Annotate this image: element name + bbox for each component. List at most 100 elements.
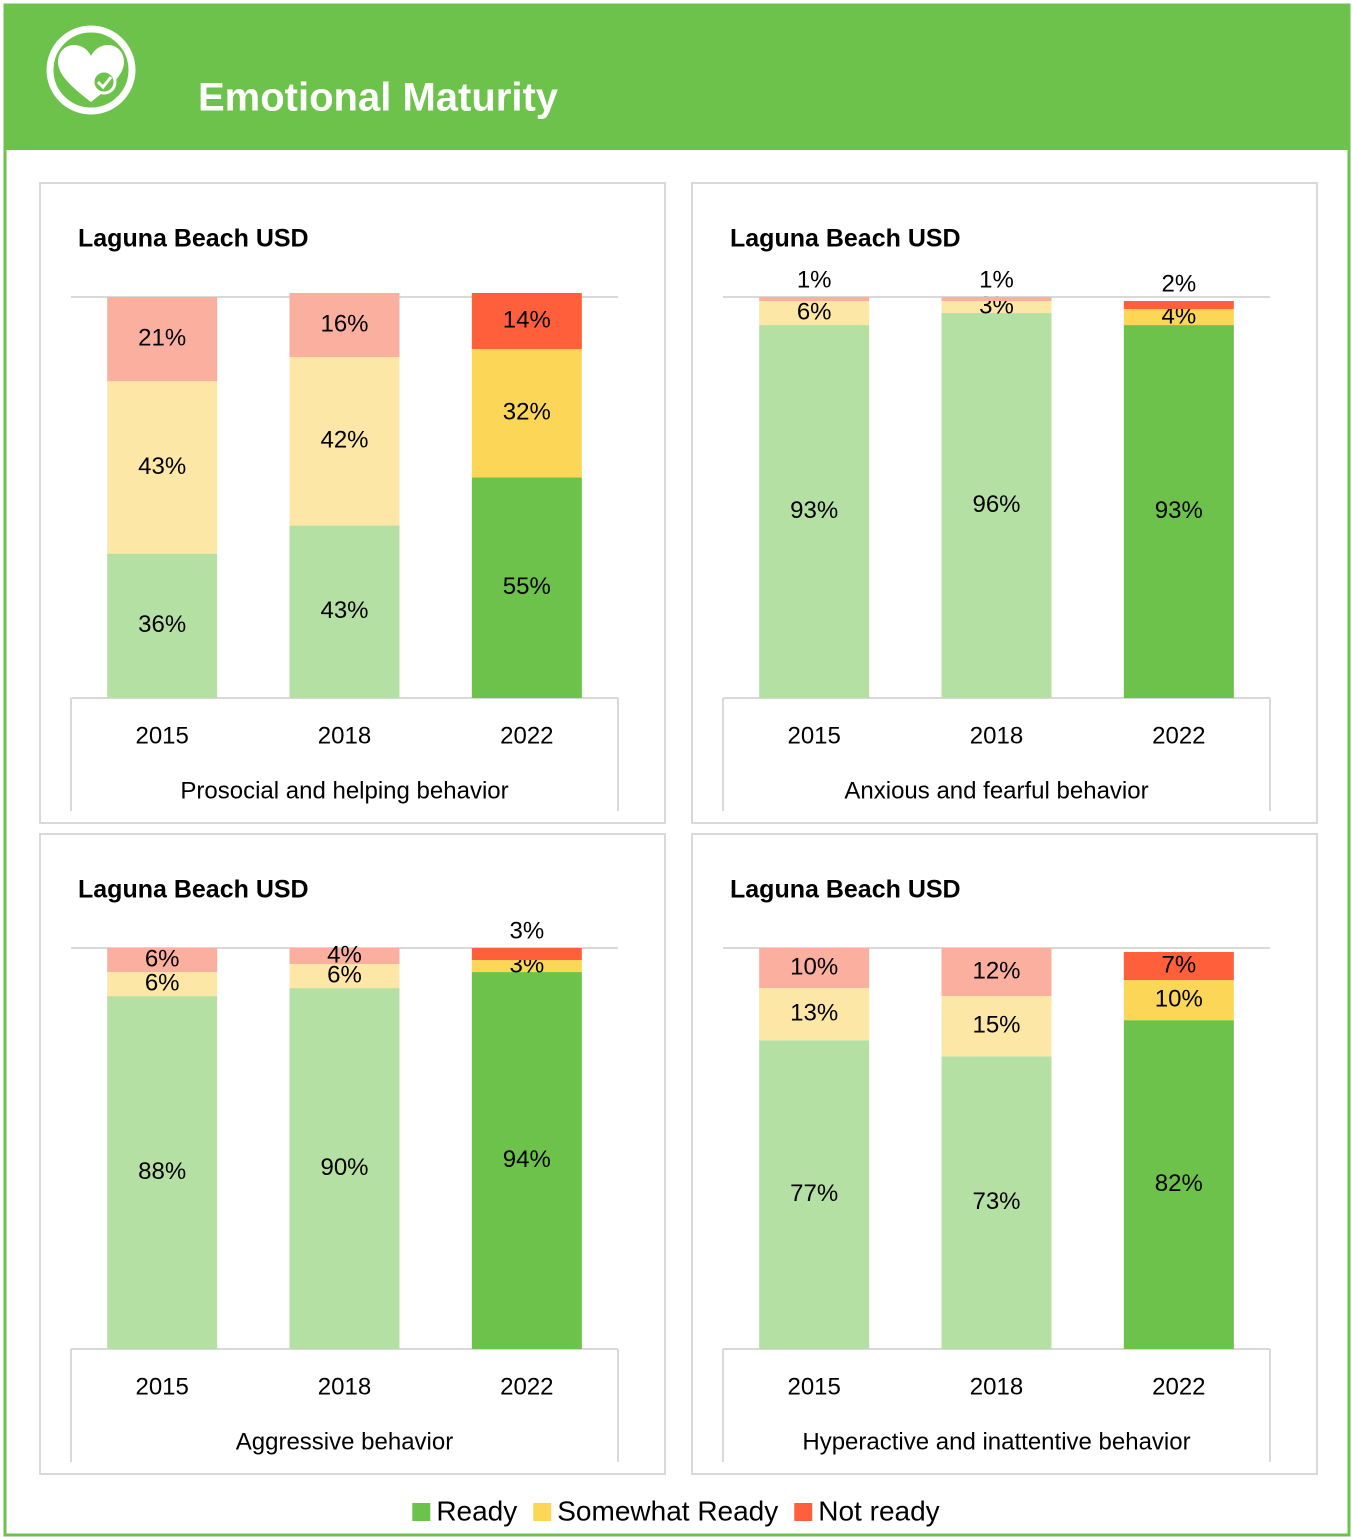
value-label: 6% (327, 961, 362, 988)
value-label: 36% (138, 611, 186, 638)
x-tick-label: 2015 (787, 1373, 840, 1400)
bar-segment (471, 349, 582, 478)
x-tick-label: 2022 (1152, 722, 1205, 749)
bar-segment (289, 988, 400, 1349)
chart-panel: Laguna Beach USD201593%6%1%201896%3%1%20… (691, 182, 1318, 824)
value-label: 43% (320, 597, 368, 624)
header-bar (5, 5, 1349, 150)
value-label: 43% (138, 453, 186, 480)
x-axis-title: Aggressive behavior (236, 1428, 453, 1455)
bar-segment (1123, 325, 1234, 698)
value-label: 4% (327, 941, 362, 968)
value-label: 93% (1155, 497, 1203, 524)
value-label: 6% (797, 298, 832, 325)
value-label: 94% (503, 1146, 551, 1173)
bar-segment (471, 477, 582, 698)
bar-segment (289, 525, 400, 698)
value-label: 16% (320, 310, 368, 337)
value-label: 93% (790, 497, 838, 524)
value-label: 15% (972, 1012, 1020, 1039)
chart-title: Laguna Beach USD (730, 876, 961, 904)
value-label: 3% (509, 917, 544, 944)
value-label: 42% (320, 427, 368, 454)
value-label: 32% (503, 399, 551, 426)
value-label: 3% (979, 292, 1014, 319)
value-label: 10% (1155, 985, 1203, 1012)
value-label: 2% (1161, 270, 1196, 297)
bar-segment (759, 948, 870, 989)
chart-title: Laguna Beach USD (78, 876, 309, 904)
bar-segment (289, 948, 400, 965)
bar-segment (759, 988, 870, 1041)
bar-segment (107, 948, 218, 973)
bar-segment (107, 972, 218, 997)
x-axis-title: Hyperactive and inattentive behavior (802, 1428, 1190, 1455)
bar-segment (1123, 301, 1234, 310)
legend-label: Somewhat Ready (557, 1495, 778, 1526)
bar-segment (107, 996, 218, 1349)
bar-segment (107, 381, 218, 554)
bar-segment (941, 297, 1052, 302)
chart-panel: Laguna Beach USD201588%6%6%201890%6%4%20… (39, 833, 666, 1475)
value-label: 96% (972, 491, 1020, 518)
legend: Ready Somewhat Ready Not ready (412, 1495, 940, 1526)
bar-segment (1123, 952, 1234, 981)
x-tick-label: 2022 (500, 1373, 553, 1400)
bar-segment (941, 313, 1052, 698)
value-label: 7% (1161, 951, 1196, 978)
value-label: 14% (503, 306, 551, 333)
bar-segment (941, 301, 1052, 314)
x-tick-label: 2022 (500, 722, 553, 749)
legend-swatch (412, 1503, 431, 1521)
value-label: 12% (972, 957, 1020, 984)
bar-segment (289, 292, 400, 358)
value-label: 6% (145, 969, 180, 996)
bar-segment (941, 948, 1052, 997)
bar-segment (289, 357, 400, 526)
bar-segment (941, 1056, 1052, 1349)
bar-segment (1123, 980, 1234, 1021)
header-title: Emotional Maturity (198, 76, 559, 120)
value-label: 73% (972, 1188, 1020, 1215)
value-label: 10% (790, 953, 838, 980)
value-label: 21% (138, 324, 186, 351)
value-label: 90% (320, 1154, 368, 1181)
value-label: 1% (979, 266, 1014, 293)
x-tick-label: 2018 (318, 1373, 371, 1400)
x-tick-label: 2018 (318, 722, 371, 749)
bar-segment (107, 297, 218, 382)
legend-swatch (533, 1503, 552, 1521)
bar-segment (471, 972, 582, 1349)
value-label: 88% (138, 1158, 186, 1185)
value-label: 55% (503, 573, 551, 600)
chart-title: Laguna Beach USD (78, 225, 309, 253)
bar-segment (759, 301, 870, 326)
bar-segment (289, 964, 400, 989)
bar-segment (1123, 1020, 1234, 1349)
value-label: 6% (145, 945, 180, 972)
value-label: 82% (1155, 1170, 1203, 1197)
legend-label: Ready (436, 1495, 517, 1526)
bar-segment (471, 960, 582, 973)
chart-panel: Laguna Beach USD 2015 36% 43% 21% 2018 43% 42% 1… (39, 182, 666, 824)
x-tick-label: 2015 (135, 1373, 188, 1400)
x-tick-label: 2015 (787, 722, 840, 749)
x-axis-title: Anxious and fearful behavior (844, 777, 1148, 804)
value-label: 1% (797, 266, 832, 293)
x-tick-label: 2018 (970, 1373, 1023, 1400)
header-icon (46, 25, 136, 115)
chart-panel: Laguna Beach USD 2015 77% 13% 10% 2018 73% 15% 1… (691, 833, 1318, 1475)
legend-label: Not ready (818, 1495, 939, 1526)
bar-segment (759, 1040, 870, 1349)
x-axis-title: Prosocial and helping behavior (180, 777, 508, 804)
chart-title: Laguna Beach USD (730, 225, 961, 253)
value-label: 77% (790, 1180, 838, 1207)
bar-segment (1123, 309, 1234, 326)
bar-segment (107, 553, 218, 698)
legend-swatch (794, 1503, 813, 1521)
bar-segment (941, 996, 1052, 1057)
bar-segment (759, 325, 870, 698)
bar-segment (471, 948, 582, 961)
value-label: 13% (790, 1000, 838, 1027)
